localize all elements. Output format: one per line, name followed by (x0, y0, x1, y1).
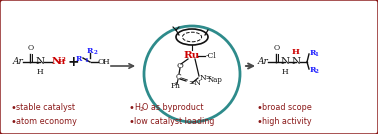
Text: H: H (282, 68, 288, 75)
Ellipse shape (176, 29, 208, 45)
Text: •: • (256, 103, 262, 113)
Text: Ar: Ar (258, 57, 268, 66)
Text: =N: =N (188, 79, 201, 87)
Text: H: H (134, 103, 140, 113)
Text: R: R (310, 66, 316, 74)
Text: -Cl: -Cl (206, 52, 217, 60)
Text: +: + (67, 55, 79, 69)
Text: R: R (87, 47, 93, 55)
Text: low catalyst loading: low catalyst loading (134, 118, 214, 126)
Text: Ru: Ru (184, 51, 200, 60)
Text: N: N (280, 57, 290, 66)
Text: broad scope: broad scope (262, 103, 312, 113)
Text: N: N (36, 57, 45, 66)
Text: atom economy: atom economy (16, 118, 77, 126)
Text: N: N (291, 57, 301, 66)
Text: O: O (274, 44, 280, 52)
Text: Ar: Ar (12, 57, 23, 66)
Text: C: C (175, 73, 181, 81)
Text: 2: 2 (62, 57, 66, 62)
Text: •: • (256, 117, 262, 127)
Text: •: • (10, 103, 16, 113)
Text: 2: 2 (139, 107, 143, 112)
Text: •: • (128, 103, 134, 113)
Text: N=: N= (200, 74, 213, 82)
Text: H: H (292, 48, 300, 56)
Circle shape (144, 26, 240, 122)
Text: O: O (98, 58, 105, 66)
Text: stable catalyst: stable catalyst (16, 103, 75, 113)
Text: Nap: Nap (208, 76, 223, 84)
Text: N: N (52, 57, 62, 66)
Text: 2: 2 (314, 69, 318, 74)
Text: 1: 1 (314, 52, 318, 57)
Text: O as byproduct: O as byproduct (142, 103, 203, 113)
Text: H: H (103, 58, 110, 66)
Text: H: H (58, 58, 65, 66)
Text: •: • (10, 117, 16, 127)
Text: R: R (310, 49, 316, 57)
Text: Ph: Ph (171, 82, 181, 90)
Text: H: H (37, 68, 43, 75)
Text: •: • (128, 117, 134, 127)
Text: O: O (28, 44, 34, 52)
Text: O: O (177, 62, 183, 70)
Text: 2: 2 (94, 50, 98, 55)
Text: 1: 1 (84, 58, 88, 63)
Text: high activity: high activity (262, 118, 311, 126)
Text: R: R (76, 55, 82, 63)
